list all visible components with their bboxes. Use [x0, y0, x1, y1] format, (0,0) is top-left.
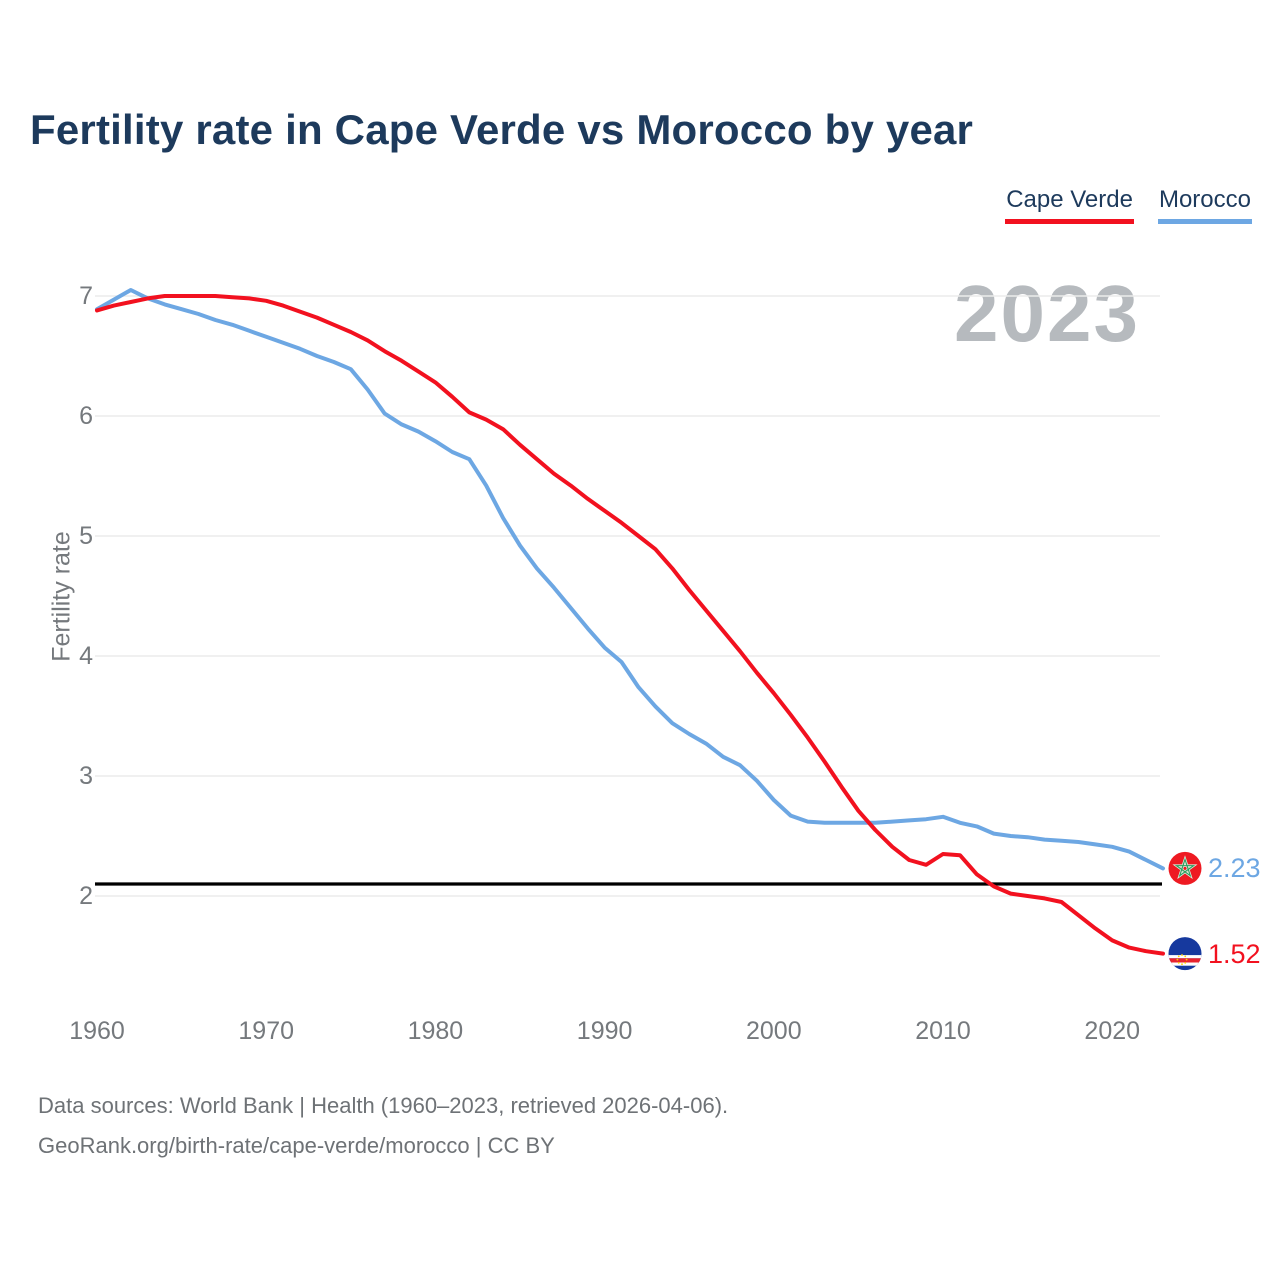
x-tick-2010: 2010 — [915, 1017, 971, 1045]
y-tick-5: 5 — [79, 522, 93, 550]
y-tick-2: 2 — [79, 882, 93, 910]
footer-data-sources: Data sources: World Bank | Health (1960–… — [38, 1093, 729, 1118]
end-value-morocco: 2.23 — [1208, 853, 1261, 884]
year-watermark: 2023 — [954, 269, 1140, 358]
y-tick-7: 7 — [79, 282, 93, 310]
x-tick-1960: 1960 — [69, 1017, 125, 1045]
y-tick-4: 4 — [79, 642, 93, 670]
series-line-cape-verde — [95, 294, 1165, 956]
page-title: Fertility rate in Cape Verde vs Morocco … — [30, 106, 974, 153]
morocco-flag-icon — [1168, 851, 1202, 885]
y-tick-6: 6 — [79, 402, 93, 430]
x-tick-1970: 1970 — [238, 1017, 295, 1045]
series-line-morocco — [95, 288, 1165, 871]
cape-verde-flag-icon — [1168, 937, 1202, 971]
end-value-cape-verde: 1.52 — [1208, 938, 1261, 969]
x-tick-2000: 2000 — [746, 1017, 802, 1045]
x-tick-1980: 1980 — [407, 1017, 464, 1045]
x-tick-1990: 1990 — [576, 1017, 633, 1045]
x-tick-2020: 2020 — [1084, 1017, 1141, 1045]
y-tick-3: 3 — [79, 762, 93, 790]
legend-item-cape-verde[interactable]: Cape Verde — [1005, 186, 1134, 224]
legend-item-morocco[interactable]: Morocco — [1157, 186, 1252, 224]
footer-attribution: GeoRank.org/birth-rate/cape-verde/morocc… — [38, 1133, 555, 1158]
footer: Data sources: World Bank | Health (1960–… — [38, 1086, 728, 1166]
legend: Cape Verde Morocco — [1005, 186, 1252, 224]
